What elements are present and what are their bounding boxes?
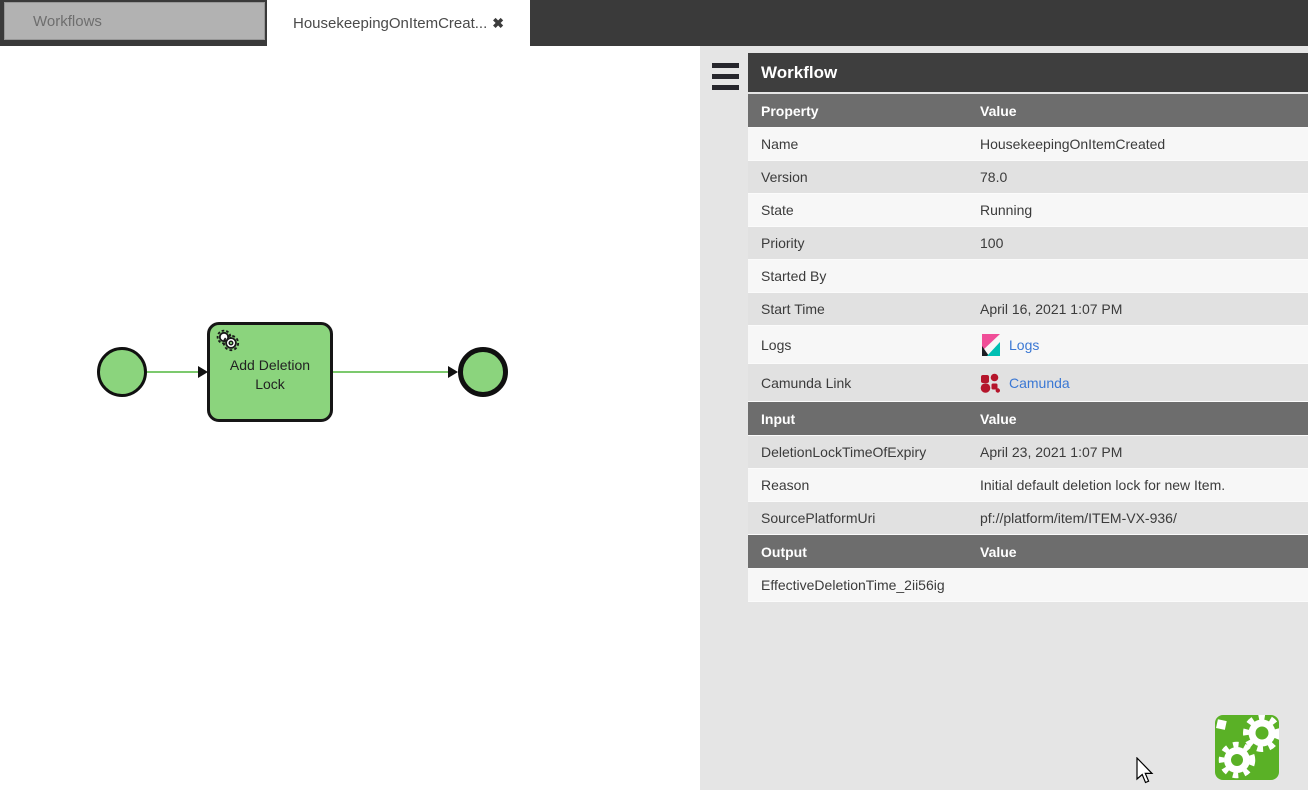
table-row-start-time: Start Time April 16, 2021 1:07 PM [748, 293, 1308, 326]
arrowhead-icon [448, 366, 458, 378]
service-task-gear-icon [216, 329, 240, 352]
table-row-reason: Reason Initial default deletion lock for… [748, 469, 1308, 502]
column-header-value: Value [980, 410, 1017, 427]
table-row-state: State Running [748, 194, 1308, 227]
column-header-input: Input [761, 410, 796, 427]
bpmn-service-task-add-deletion-lock[interactable]: Add Deletion Lock [207, 322, 333, 422]
panel-title: Workflow [748, 53, 1308, 92]
camunda-logo [1215, 715, 1279, 780]
column-header-property: Property [761, 102, 819, 119]
camunda-icon [980, 373, 1000, 393]
sequence-flow-1 [147, 371, 200, 373]
tab-bar: Workflows HousekeepingOnItemCreat... ✖ [0, 0, 1308, 46]
task-label: Add Deletion Lock [229, 357, 311, 392]
close-icon[interactable]: ✖ [492, 14, 504, 31]
tab-workflows[interactable]: Workflows [4, 2, 265, 40]
workflow-details-table: Workflow Property Value Name Housekeepin… [748, 53, 1308, 602]
table-row-source-platform-uri: SourcePlatformUri pf://platform/item/ITE… [748, 502, 1308, 535]
kibana-icon [982, 333, 1000, 356]
table-row-priority: Priority 100 [748, 227, 1308, 260]
properties-header-row: Property Value [748, 94, 1308, 128]
mouse-cursor [1136, 757, 1154, 784]
tab-housekeeping-label: HousekeepingOnItemCreat... [292, 14, 488, 32]
table-row-camunda-link: Camunda Link Camunda [748, 364, 1308, 402]
table-row-name: Name HousekeepingOnItemCreated [748, 128, 1308, 161]
table-row-deletion-lock-time: DeletionLockTimeOfExpiry April 23, 2021 … [748, 436, 1308, 469]
tab-housekeeping-on-item-created[interactable]: HousekeepingOnItemCreat... ✖ [267, 0, 530, 46]
table-row-logs: Logs Logs [748, 326, 1308, 364]
bpmn-start-event[interactable] [97, 347, 147, 397]
arrowhead-icon [198, 366, 208, 378]
menu-icon[interactable] [712, 63, 739, 96]
table-row-version: Version 78.0 [748, 161, 1308, 194]
bpmn-end-event[interactable] [458, 347, 508, 397]
column-header-value: Value [980, 543, 1017, 560]
input-header-row: Input Value [748, 402, 1308, 436]
workflow-details-panel: Workflow Property Value Name Housekeepin… [700, 46, 1308, 790]
table-row-started-by: Started By [748, 260, 1308, 293]
logs-link[interactable]: Logs [1009, 336, 1040, 353]
bpmn-canvas[interactable]: Add Deletion Lock [0, 46, 700, 812]
column-header-value: Value [980, 102, 1017, 119]
tab-workflows-label: Workflows [33, 12, 102, 30]
table-row-effective-deletion-time: EffectiveDeletionTime_2ii56ig [748, 569, 1308, 602]
sequence-flow-2 [333, 371, 449, 373]
camunda-link[interactable]: Camunda [1009, 374, 1070, 391]
column-header-output: Output [761, 543, 807, 560]
output-header-row: Output Value [748, 535, 1308, 569]
